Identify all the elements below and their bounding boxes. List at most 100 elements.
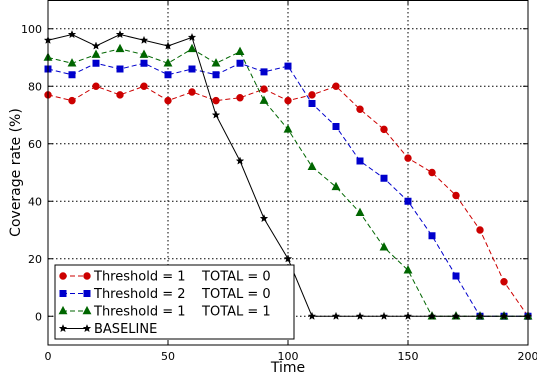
data-point-3 bbox=[355, 207, 365, 217]
data-point-4 bbox=[427, 311, 437, 320]
legend: Threshold = 1 TOTAL = 0 Threshold = 2 TOT… bbox=[54, 264, 295, 340]
legend-box bbox=[54, 264, 295, 340]
legend-entry-1: Threshold = 1 TOTAL = 0 bbox=[59, 270, 271, 285]
data-point-2 bbox=[356, 157, 364, 165]
legend-marker bbox=[59, 272, 67, 280]
data-point-3 bbox=[163, 58, 173, 67]
data-point-1 bbox=[428, 168, 436, 177]
data-point-1 bbox=[452, 191, 460, 200]
data-point-3 bbox=[139, 49, 149, 58]
data-point-3 bbox=[235, 46, 245, 56]
data-point-4 bbox=[211, 110, 221, 119]
data-point-2 bbox=[404, 197, 412, 205]
data-point-4 bbox=[499, 311, 509, 320]
data-point-3 bbox=[67, 58, 77, 67]
data-point-1 bbox=[236, 94, 244, 102]
legend-marker bbox=[58, 323, 68, 333]
data-point-1 bbox=[332, 82, 340, 90]
tick-labels: 0 50 100 150 200 0 20 40 60 80 100 bbox=[21, 23, 537, 363]
data-point-1 bbox=[188, 88, 196, 96]
legend-entry-2: Threshold = 2 TOTAL = 0 bbox=[59, 287, 271, 302]
legend-marker bbox=[83, 290, 91, 297]
data-point-4 bbox=[115, 29, 125, 39]
x-axis-label: Time bbox=[270, 360, 305, 376]
legend-marker bbox=[82, 323, 92, 333]
data-point-4 bbox=[91, 41, 101, 50]
data-point-1 bbox=[92, 82, 100, 90]
data-point-1 bbox=[260, 85, 268, 93]
data-point-4 bbox=[235, 156, 245, 165]
x-tick-label: 100 bbox=[278, 350, 299, 363]
data-point-1 bbox=[116, 91, 124, 99]
data-point-1 bbox=[500, 278, 508, 286]
data-point-1 bbox=[356, 105, 364, 113]
legend-marker bbox=[59, 290, 67, 297]
legend-label: BASELINE bbox=[94, 322, 157, 337]
data-point-4 bbox=[163, 41, 173, 50]
data-point-1 bbox=[404, 154, 412, 162]
data-point-1 bbox=[68, 96, 76, 105]
legend-marker bbox=[58, 305, 68, 315]
data-point-4 bbox=[331, 311, 341, 320]
data-point-2 bbox=[428, 232, 436, 240]
data-point-4 bbox=[355, 311, 365, 320]
data-point-3 bbox=[283, 124, 293, 133]
data-point-4 bbox=[475, 311, 485, 320]
y-tick-label: 0 bbox=[35, 310, 42, 323]
data-point-1 bbox=[380, 125, 388, 134]
axis-ticks bbox=[47, 0, 529, 345]
legend-marker bbox=[82, 305, 92, 315]
data-point-4 bbox=[259, 213, 269, 223]
data-point-3 bbox=[259, 95, 269, 104]
series-line-2 bbox=[47, 62, 528, 317]
data-point-2 bbox=[68, 71, 76, 79]
data-point-3 bbox=[403, 265, 413, 274]
x-tick-label: 0 bbox=[45, 350, 52, 363]
data-point-4 bbox=[307, 311, 317, 320]
data-point-2 bbox=[92, 59, 100, 67]
data-point-3 bbox=[91, 49, 101, 58]
data-point-1 bbox=[164, 96, 172, 105]
x-tick-label: 200 bbox=[518, 350, 537, 363]
data-point-4 bbox=[403, 311, 413, 320]
series-lines bbox=[43, 29, 533, 320]
data-point-2 bbox=[116, 65, 124, 73]
legend-entry-4: BASELINE bbox=[58, 322, 157, 337]
data-point-3 bbox=[307, 161, 317, 171]
data-point-4 bbox=[379, 311, 389, 320]
data-point-1 bbox=[308, 91, 316, 99]
y-tick-label: 40 bbox=[28, 195, 42, 208]
y-axis-label: Coverage rate (%) bbox=[8, 108, 24, 237]
data-point-3 bbox=[379, 242, 389, 251]
x-tick-label: 150 bbox=[398, 350, 419, 363]
legend-entry-3: Threshold = 1 TOTAL = 1 bbox=[58, 305, 271, 320]
data-point-2 bbox=[188, 65, 196, 73]
y-tick-label: 60 bbox=[28, 138, 42, 151]
legend-label: Threshold = 1 TOTAL = 0 bbox=[93, 270, 271, 285]
data-point-4 bbox=[67, 29, 77, 39]
y-tick-label: 80 bbox=[28, 80, 42, 93]
data-point-3 bbox=[115, 43, 125, 53]
data-point-2 bbox=[140, 59, 148, 67]
data-point-4 bbox=[139, 35, 149, 44]
data-point-2 bbox=[452, 272, 460, 280]
data-point-3 bbox=[211, 58, 221, 67]
data-point-2 bbox=[164, 71, 172, 79]
data-point-2 bbox=[308, 100, 316, 107]
data-point-2 bbox=[212, 71, 220, 79]
data-point-3 bbox=[331, 181, 341, 191]
data-point-2 bbox=[332, 123, 340, 130]
legend-label: Threshold = 1 TOTAL = 1 bbox=[93, 305, 271, 320]
data-point-2 bbox=[260, 68, 268, 76]
data-point-1 bbox=[476, 226, 484, 234]
legend-marker bbox=[83, 272, 91, 280]
x-tick-label: 50 bbox=[161, 350, 175, 363]
y-tick-label: 20 bbox=[28, 253, 42, 266]
data-point-4 bbox=[187, 32, 197, 42]
data-point-1 bbox=[212, 96, 220, 105]
y-tick-label: 100 bbox=[21, 23, 42, 36]
data-point-1 bbox=[140, 82, 148, 90]
data-point-2 bbox=[236, 59, 244, 67]
data-point-1 bbox=[284, 96, 292, 105]
